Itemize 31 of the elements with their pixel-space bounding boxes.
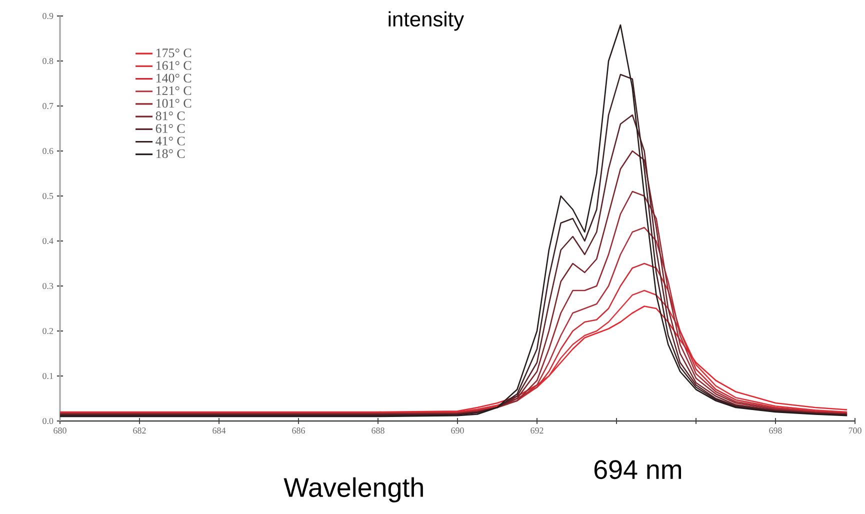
x-tick-label: 692 — [530, 428, 544, 434]
y-tick-label: 0.1 — [42, 372, 53, 380]
x-tick-label: 690 — [451, 428, 464, 434]
legend-label: 81° C — [156, 112, 185, 120]
text: 694 nm — [594, 460, 682, 480]
y-tick-label: 0.2 — [42, 328, 53, 334]
legend-label: 140° C — [156, 74, 192, 82]
y-tick-label: 0.3 — [42, 282, 54, 290]
legend-label: 61° C — [156, 124, 185, 133]
legend-label: 161° C — [156, 61, 192, 70]
y-tick-label: 0.6 — [42, 148, 54, 154]
y-tick-label: 0.4 — [42, 238, 54, 244]
y-tick-label: 0.9 — [42, 12, 54, 20]
x-tick-label: 698 — [769, 428, 782, 434]
x-tick-label: 686 — [292, 428, 305, 434]
y-tick-label: 0.5 — [42, 192, 54, 200]
legend-label: 121° C — [156, 86, 192, 96]
x-tick-label: 688 — [372, 428, 384, 434]
legend-label: 175° C — [156, 48, 192, 58]
x-tick-label: 680 — [54, 428, 66, 434]
y-tick-label: 0.7 — [42, 102, 54, 110]
x-axis-title: Wavelength — [284, 477, 423, 502]
y-tick-label: 0.0 — [42, 418, 54, 424]
legend-label: 41° C — [156, 136, 185, 146]
x-tick-label: 700 — [848, 428, 862, 434]
y-tick-label: 0.8 — [42, 58, 54, 64]
chart-title: intensity — [388, 11, 464, 31]
legend-label: 101° C — [156, 98, 192, 108]
legend-label: 18° C — [156, 149, 185, 158]
x-tick-label: 682 — [133, 428, 146, 434]
x-tick-label: 684 — [212, 428, 226, 434]
